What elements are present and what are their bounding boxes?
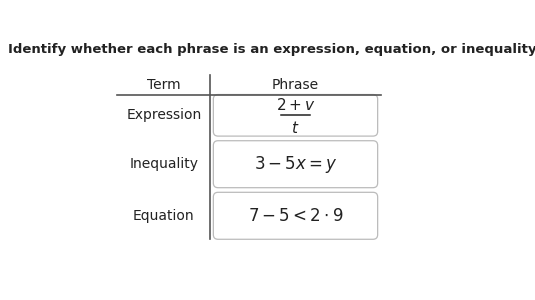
Text: $3 - 5x = y$: $3 - 5x = y$ xyxy=(254,154,338,175)
Text: Equation: Equation xyxy=(133,209,195,223)
Text: Identify whether each phrase is an expression, equation, or inequality.: Identify whether each phrase is an expre… xyxy=(8,44,535,56)
Text: Phrase: Phrase xyxy=(272,77,319,92)
Text: $2 + v$: $2 + v$ xyxy=(276,97,315,112)
Text: Term: Term xyxy=(147,77,181,92)
Text: Expression: Expression xyxy=(126,108,201,122)
Text: Inequality: Inequality xyxy=(129,157,198,171)
Text: $t$: $t$ xyxy=(291,120,300,136)
Text: $7 - 5 < 2 \cdot 9$: $7 - 5 < 2 \cdot 9$ xyxy=(248,207,343,225)
